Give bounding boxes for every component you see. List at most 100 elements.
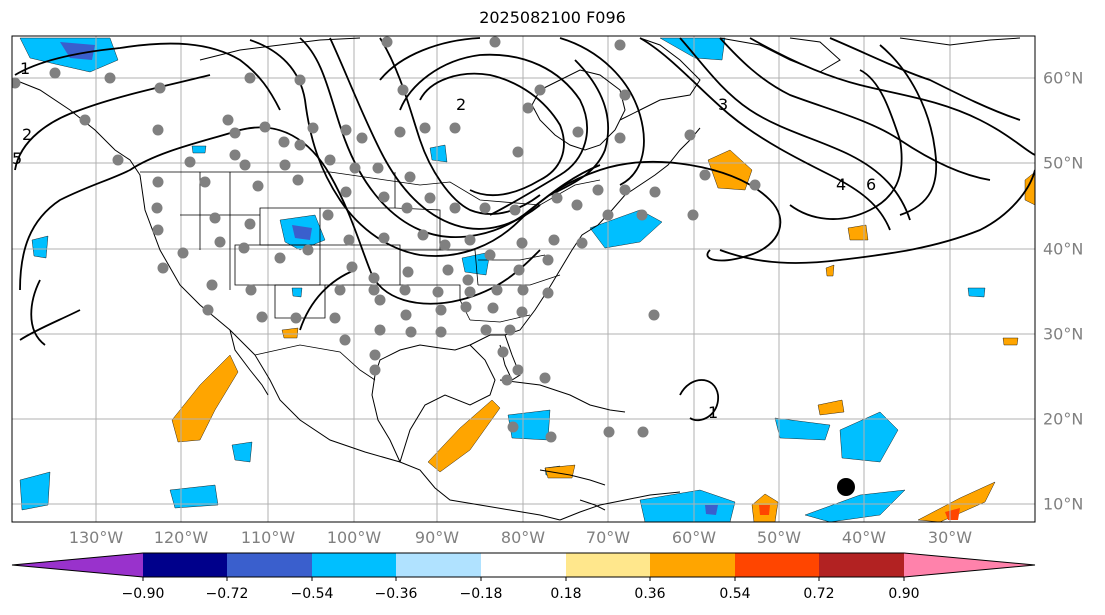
station-dot (394, 126, 406, 138)
colorbar-segment (143, 553, 227, 577)
station-dot (504, 324, 516, 336)
station-dot (462, 274, 474, 286)
colorbar-segment (650, 553, 735, 577)
map-frame (11, 35, 1036, 523)
station-dot (381, 36, 393, 48)
station-dot (405, 326, 417, 338)
anomaly-blob (292, 225, 312, 240)
anomaly-blob (589, 209, 663, 249)
lon-label: 30°W (927, 528, 973, 547)
station-dot (464, 286, 476, 298)
station-dot (501, 374, 513, 386)
station-dot (749, 179, 761, 191)
station-dot (202, 304, 214, 316)
contour-label: 5 (12, 149, 22, 168)
station-dot (491, 284, 503, 296)
colorbar-segment (819, 553, 904, 577)
anomaly-blob (171, 354, 239, 443)
station-dot (571, 199, 583, 211)
colorbar-tick-label: −0.18 (459, 586, 503, 602)
station-dot (522, 102, 534, 114)
lon-label: 110°W (240, 528, 296, 547)
station-dot (104, 72, 116, 84)
contour-label: 2 (22, 125, 32, 144)
station-dot (378, 232, 390, 244)
station-dot (349, 162, 361, 174)
station-dot (417, 229, 429, 241)
station-dot (619, 184, 631, 196)
anomaly-blob (945, 508, 960, 520)
station-dot (222, 114, 234, 126)
lon-label: 40°W (841, 528, 887, 547)
station-dot (479, 202, 491, 214)
anomaly-blob (231, 441, 253, 463)
station-dot (279, 159, 291, 171)
anomaly-blob (847, 224, 869, 241)
station-dot (397, 84, 409, 96)
lon-label: 60°W (671, 528, 717, 547)
station-dot (614, 39, 626, 51)
station-dot (619, 89, 631, 101)
station-dot (302, 244, 314, 256)
station-dot (637, 426, 649, 438)
station-dot (460, 301, 472, 313)
station-dot (252, 180, 264, 192)
colorbar-segment (904, 553, 1035, 577)
station-dot (259, 121, 271, 133)
station-dot (369, 364, 381, 376)
height-contours (14, 37, 1035, 422)
station-dot (245, 284, 257, 296)
colorbar-tick-label: 0.36 (634, 586, 666, 602)
station-dot (534, 84, 546, 96)
contour-label: 3 (718, 95, 728, 114)
anomaly-blob (817, 399, 845, 416)
station-dot (152, 124, 164, 136)
anomaly-blob (1024, 171, 1035, 206)
station-dot (229, 127, 241, 139)
lon-label: 120°W (153, 528, 209, 547)
station-dot (369, 349, 381, 361)
station-dot (484, 249, 496, 261)
station-dot (151, 202, 163, 214)
positive-anomaly-areas (171, 149, 1035, 522)
colorbar-tick-label: 0.18 (550, 586, 582, 602)
station-dot (636, 209, 648, 221)
lon-label: 80°W (500, 528, 546, 547)
anomaly-blob (1002, 337, 1019, 346)
station-dot (487, 302, 499, 314)
station-dot (229, 149, 241, 161)
anomaly-blob (774, 417, 831, 441)
station-dot (402, 266, 414, 278)
anomaly-blob (427, 399, 501, 473)
station-dot (368, 284, 380, 296)
colorbar-segment (12, 553, 143, 577)
storm-marker (837, 478, 855, 496)
station-dot (684, 129, 696, 141)
station-dot (516, 306, 528, 318)
graticule (12, 36, 1035, 522)
station-dot (548, 234, 560, 246)
station-dot (545, 431, 557, 443)
colorbar-segment (566, 553, 650, 577)
anomaly-blob (659, 37, 726, 61)
colorbar (11, 552, 1036, 581)
station-dot (419, 122, 431, 134)
anomaly-blob (429, 144, 448, 163)
anomaly-blob (839, 411, 899, 463)
station-dot (112, 154, 124, 166)
lat-label: 10°N (1043, 494, 1084, 514)
station-dot (368, 272, 380, 284)
contour-label: 2 (456, 95, 466, 114)
station-dot (401, 202, 413, 214)
station-dot (322, 209, 334, 221)
station-dot (449, 202, 461, 214)
negative-anomaly-areas (19, 37, 986, 522)
colorbar-segment (735, 553, 819, 577)
station-dot (435, 326, 447, 338)
station-dot (157, 262, 169, 274)
station-dot (497, 346, 509, 358)
station-dot (152, 224, 164, 236)
contour-label: 4 (836, 175, 846, 194)
station-dot (542, 254, 554, 266)
